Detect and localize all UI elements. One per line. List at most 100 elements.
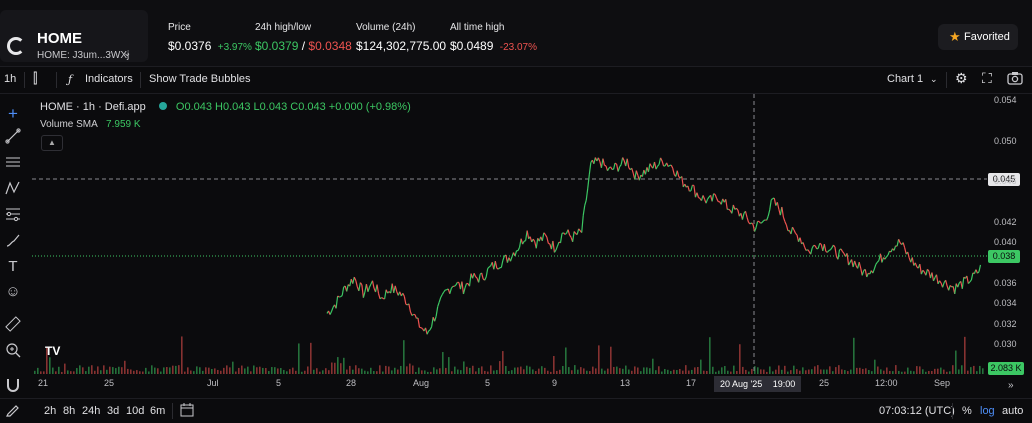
- volume-bar: [718, 371, 720, 374]
- price-segment: [418, 318, 420, 327]
- magnet-icon[interactable]: [3, 377, 23, 397]
- volume-bar: [832, 371, 834, 374]
- volume-bar: [412, 366, 414, 374]
- volume-bar: [283, 370, 285, 374]
- text-icon[interactable]: T: [3, 257, 23, 277]
- fullscreen-icon[interactable]: ⛶: [982, 70, 992, 87]
- range-2h[interactable]: 2h: [44, 405, 56, 417]
- price-segment: [679, 177, 681, 178]
- interval-selector[interactable]: 1h: [4, 73, 16, 85]
- trade-bubbles-button[interactable]: Show Trade Bubbles: [149, 73, 251, 85]
- x-tick-label: 9: [552, 378, 557, 388]
- price-segment: [661, 158, 663, 161]
- volume-bar: [448, 357, 450, 374]
- favorite-button[interactable]: ★ Favorited: [938, 24, 1018, 50]
- volume-bar: [79, 365, 81, 374]
- volume-bar: [121, 367, 123, 374]
- volume-bar: [658, 366, 660, 374]
- settings-icon[interactable]: ⚙: [955, 70, 968, 87]
- volume-bar: [643, 367, 645, 374]
- volume-bar: [622, 369, 624, 374]
- ruler-icon[interactable]: [3, 316, 23, 336]
- volume-bar: [502, 351, 504, 374]
- volume-bar: [232, 362, 234, 374]
- volume-bar: [646, 367, 648, 374]
- chart-toolbar: 1h ⫿ ƒ Indicators Show Trade Bubbles Cha…: [0, 67, 1032, 94]
- price-segment: [482, 273, 484, 279]
- volume-bar: [115, 368, 117, 374]
- camera-icon[interactable]: [1007, 71, 1023, 88]
- y-tick-label: 0.040: [994, 237, 1017, 247]
- candles-icon[interactable]: ⫿: [33, 70, 37, 87]
- chart-select[interactable]: Chart 1: [887, 73, 923, 85]
- volume-bar: [712, 367, 714, 374]
- volume-bar: [673, 370, 675, 374]
- fib-icon[interactable]: [3, 206, 23, 226]
- volume-bar: [667, 370, 669, 374]
- volume-bar: [826, 370, 828, 374]
- price-segment: [639, 175, 641, 180]
- price-segment: [560, 233, 562, 243]
- percent-toggle[interactable]: %: [962, 405, 972, 417]
- volume-bar: [514, 368, 516, 374]
- price-path-group: [327, 158, 980, 335]
- price-segment: [915, 263, 917, 267]
- utc-clock[interactable]: 07:03:12 (UTC): [879, 405, 955, 417]
- pitchfork-icon[interactable]: [3, 180, 23, 200]
- chevron-down-icon[interactable]: ⌄: [930, 74, 938, 85]
- price-segment: [607, 168, 609, 171]
- trendline-icon[interactable]: [3, 128, 23, 148]
- price-segment: [372, 281, 374, 288]
- log-toggle[interactable]: log: [980, 405, 995, 417]
- volume-bar: [604, 371, 606, 374]
- indicators-button[interactable]: Indicators: [85, 73, 133, 85]
- fx-icon[interactable]: ƒ: [68, 73, 72, 86]
- calendar-range-icon[interactable]: [180, 403, 194, 420]
- brush-icon[interactable]: [3, 232, 23, 252]
- token-selector[interactable]: HOME HOME: J3um...3WXj ⌄: [0, 10, 148, 62]
- price-segment: [803, 242, 805, 247]
- price-segment: [553, 241, 555, 252]
- volume-bar: [193, 371, 195, 374]
- volume-bar: [934, 369, 936, 374]
- volume-bar: [976, 371, 978, 374]
- volume-bar: [946, 372, 948, 374]
- horizontal-lines-icon[interactable]: [3, 154, 23, 174]
- price-chart[interactable]: [32, 94, 987, 374]
- crosshair-icon[interactable]: +: [3, 104, 23, 124]
- emoji-icon[interactable]: ☺: [3, 282, 23, 302]
- price-segment: [636, 171, 638, 176]
- price-segment: [977, 272, 979, 273]
- price-segment: [635, 171, 637, 180]
- price-segment: [927, 269, 929, 271]
- chevron-down-icon[interactable]: ⌄: [123, 48, 131, 59]
- price-segment: [426, 328, 428, 334]
- volume-bar: [760, 369, 762, 374]
- range-10d[interactable]: 10d: [126, 405, 144, 417]
- price-segment: [462, 282, 464, 294]
- zoom-icon[interactable]: [3, 342, 23, 362]
- price-segment: [729, 209, 731, 210]
- range-8h[interactable]: 8h: [63, 405, 75, 417]
- y-tick-label: 0.036: [994, 278, 1017, 288]
- range-6m[interactable]: 6m: [150, 405, 165, 417]
- price-segment: [949, 285, 951, 290]
- volume-bar: [532, 369, 534, 374]
- price-segment: [885, 257, 887, 259]
- volume-bar: [262, 368, 264, 374]
- volume-bar: [580, 367, 582, 374]
- volume-bar: [817, 365, 819, 374]
- volume-bar: [937, 369, 939, 374]
- volume-bar: [919, 366, 921, 374]
- range-24h[interactable]: 24h: [82, 405, 100, 417]
- volume-bar: [337, 357, 339, 374]
- scroll-right-icon[interactable]: »: [1008, 380, 1014, 391]
- price-segment: [368, 287, 370, 291]
- price-segment: [598, 158, 600, 162]
- volume-bar: [748, 372, 750, 374]
- auto-toggle[interactable]: auto: [1002, 405, 1023, 417]
- volume-bar: [907, 368, 909, 374]
- range-3d[interactable]: 3d: [107, 405, 119, 417]
